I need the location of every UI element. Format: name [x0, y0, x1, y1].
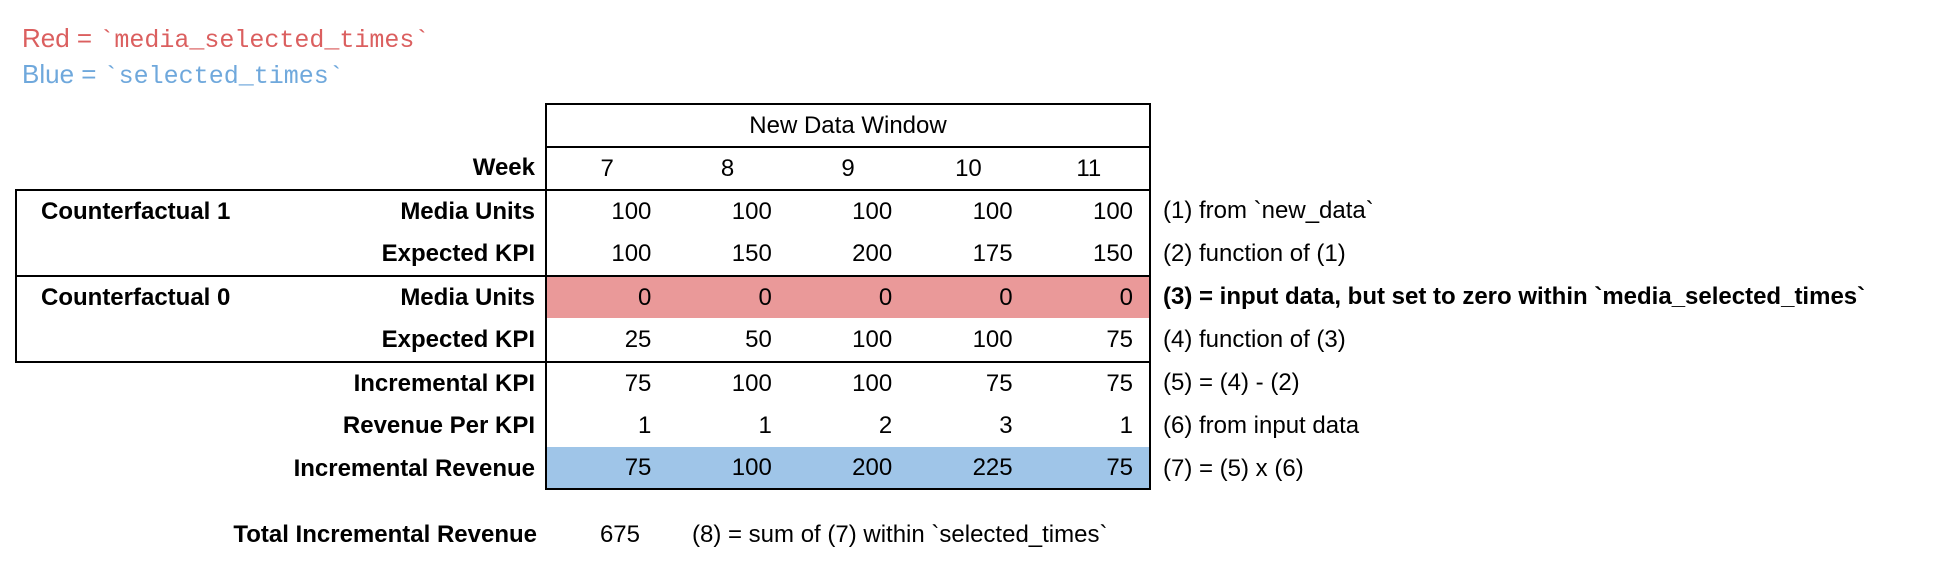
annotation-4: (4) function of (3) — [1163, 325, 1346, 353]
row-label: Expected KPI — [381, 239, 535, 267]
annotation-5: (5) = (4) - (2) — [1163, 368, 1300, 396]
week-cell: 7 — [600, 154, 614, 182]
media-selected-times-highlight: 0 0 0 0 0 — [545, 275, 1151, 318]
value-cell: 75 — [1106, 325, 1134, 353]
group-label-counterfactual-0: Counterfactual 0 — [41, 283, 231, 311]
value-cell: 100 — [731, 453, 772, 481]
total-label: Total Incremental Revenue — [233, 521, 537, 548]
value-cell: 100 — [731, 197, 772, 225]
value-cell: 200 — [852, 239, 893, 267]
row-label: Revenue Per KPI — [342, 411, 535, 439]
row-label: Incremental KPI — [353, 369, 535, 397]
row-cf0-expected-kpi: Expected KPI 25 50 100 100 75 (4) functi… — [15, 318, 1955, 361]
value-cell: 100 — [852, 197, 893, 225]
value-cell: 3 — [999, 411, 1013, 439]
legend-red-entry: Red = `media_selected_times` — [22, 20, 429, 56]
value-cell: 1 — [758, 411, 772, 439]
annotation-6: (6) from input data — [1163, 411, 1360, 439]
value-cell: 75 — [624, 369, 652, 397]
value-cell: 150 — [731, 239, 772, 267]
row-label: Incremental Revenue — [293, 454, 535, 482]
week-cell: 11 — [1076, 154, 1102, 182]
value-cell: 200 — [852, 453, 893, 481]
value-cell: 1 — [1119, 411, 1134, 439]
value-cell: 150 — [1092, 239, 1134, 267]
week-label: Week — [472, 153, 535, 181]
value-cell: 100 — [611, 197, 652, 225]
week-cells: 7 8 9 10 11 — [545, 146, 1151, 189]
group-label-counterfactual-1: Counterfactual 1 — [41, 197, 231, 225]
value-cell: 1 — [638, 411, 652, 439]
total-incremental-revenue-row: Total Incremental Revenue 675 (8) = sum … — [15, 518, 1107, 552]
legend-red-label: Red = — [22, 23, 100, 53]
value-cell: 0 — [878, 283, 893, 311]
row-label: Expected KPI — [381, 325, 535, 353]
value-cell: 175 — [972, 239, 1013, 267]
table-header-row: New Data Window — [15, 103, 1955, 146]
annotation-3: (3) = input data, but set to zero within… — [1163, 282, 1866, 310]
value-cell: 50 — [745, 325, 772, 353]
value-cell: 100 — [972, 197, 1013, 225]
annotation-7: (7) = (5) x (6) — [1163, 454, 1304, 482]
legend-blue-label: Blue = — [22, 59, 104, 89]
selected-times-highlight: 75 100 200 225 75 — [545, 447, 1151, 490]
week-cell: 9 — [841, 154, 855, 182]
header-spacer — [15, 103, 545, 146]
week-cell: 10 — [955, 154, 982, 182]
new-data-window-header: New Data Window — [545, 103, 1151, 146]
value-cell: 2 — [878, 411, 893, 439]
row-label: Media Units — [400, 197, 535, 225]
value-cell: 100 — [611, 239, 652, 267]
row-label: Media Units — [400, 283, 535, 311]
row-incremental-kpi: Incremental KPI 75 100 100 75 75 (5) = (… — [15, 361, 1955, 404]
new-data-window-label: New Data Window — [749, 111, 947, 139]
row-cf1-media-units: Counterfactual 1 Media Units 100 100 100… — [15, 189, 1955, 232]
value-cell: 100 — [972, 325, 1013, 353]
value-cell: 75 — [1106, 453, 1134, 481]
value-cell: 75 — [985, 369, 1013, 397]
week-cell: 8 — [720, 154, 735, 182]
legend: Red = `media_selected_times` Blue = `sel… — [22, 20, 429, 92]
week-row: Week 7 8 9 10 11 — [15, 146, 1955, 189]
row-incremental-revenue: Incremental Revenue 75 100 200 225 75 (7… — [15, 447, 1955, 490]
value-cell: 225 — [972, 453, 1013, 481]
value-cell: 0 — [758, 283, 772, 311]
row-revenue-per-kpi: Revenue Per KPI 1 1 2 3 1 (6) from input… — [15, 404, 1955, 447]
value-cell: 100 — [852, 325, 893, 353]
value-cell: 25 — [624, 325, 652, 353]
value-cell: 100 — [852, 369, 893, 397]
value-cell: 75 — [1106, 369, 1134, 397]
annotation-1: (1) from `new_data` — [1163, 196, 1374, 224]
legend-blue-term: `selected_times` — [103, 62, 344, 91]
value-cell: 0 — [999, 283, 1013, 311]
row-cf1-expected-kpi: Expected KPI 100 150 200 175 150 (2) fun… — [15, 232, 1955, 275]
legend-red-term: `media_selected_times` — [99, 26, 430, 55]
total-value: 675 — [599, 521, 640, 548]
counterfactual-table: New Data Window Week 7 8 9 10 11 Counter… — [15, 103, 1955, 490]
row-cf0-media-units: Counterfactual 0 Media Units 0 0 0 0 0 (… — [15, 275, 1955, 318]
legend-blue-entry: Blue = `selected_times` — [22, 56, 429, 92]
value-cell: 0 — [1119, 283, 1134, 311]
value-cell: 0 — [638, 283, 652, 311]
annotation-8: (8) = sum of (7) within `selected_times` — [692, 521, 1108, 548]
value-cell: 100 — [1092, 197, 1134, 225]
value-cell: 75 — [624, 453, 652, 481]
value-cell: 100 — [731, 369, 772, 397]
annotation-2: (2) function of (1) — [1163, 239, 1346, 267]
